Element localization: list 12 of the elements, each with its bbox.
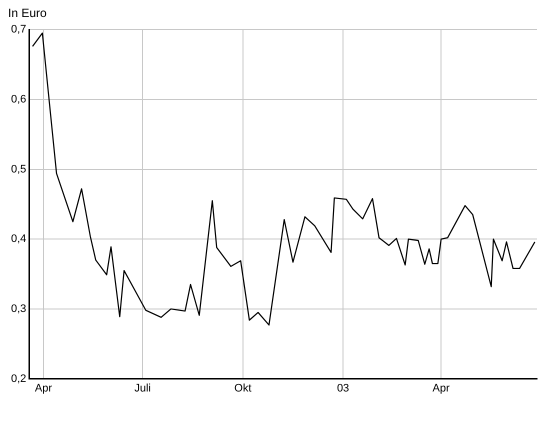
x-tick-label: Apr — [34, 382, 52, 394]
y-tick-label: 0,4 — [10, 233, 26, 246]
y-tick-label: 0,2 — [10, 372, 26, 385]
y-tick-label: 0,3 — [10, 302, 26, 315]
x-tick-label: 03 — [336, 382, 350, 394]
x-tick-label: Okt — [234, 382, 252, 394]
y-tick-label: 0,6 — [10, 93, 26, 106]
y-axis-title: In Euro — [8, 6, 48, 20]
y-tick-label: 0,7 — [10, 24, 26, 36]
x-tick-label: Apr — [432, 382, 450, 394]
x-tick-label: Juli — [134, 382, 151, 394]
y-tick-label: 0,5 — [10, 163, 26, 176]
